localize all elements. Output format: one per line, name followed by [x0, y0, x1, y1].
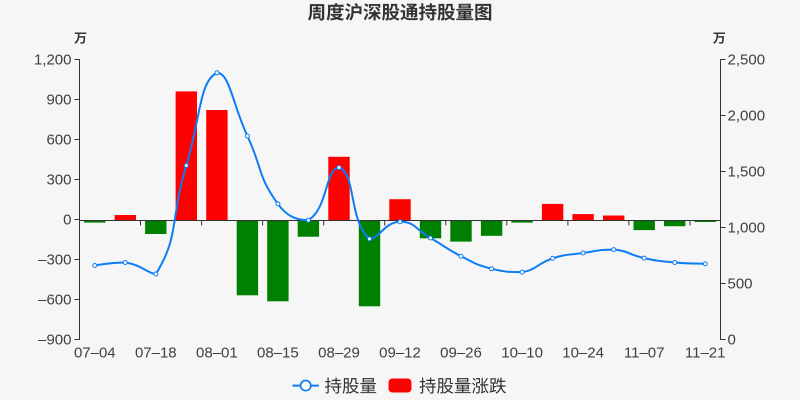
svg-text:08–29: 08–29 [318, 345, 360, 362]
svg-text:1,200: 1,200 [34, 51, 72, 68]
svg-text:300: 300 [46, 171, 71, 188]
svg-text:900: 900 [46, 91, 71, 108]
svg-text:1,500: 1,500 [728, 163, 766, 180]
svg-text:0: 0 [728, 331, 736, 348]
svg-text:0: 0 [63, 211, 71, 228]
svg-text:09–12: 09–12 [379, 345, 421, 362]
svg-text:11–21: 11–21 [685, 345, 726, 362]
svg-text:–600: –600 [38, 291, 71, 308]
svg-text:11–07: 11–07 [624, 345, 665, 362]
svg-text:500: 500 [728, 275, 753, 292]
svg-text:600: 600 [46, 131, 71, 148]
svg-text:–300: –300 [38, 251, 71, 268]
svg-text:08–01: 08–01 [196, 345, 238, 362]
svg-text:–900: –900 [38, 331, 71, 348]
svg-text:07–04: 07–04 [74, 345, 116, 362]
svg-text:10–24: 10–24 [562, 345, 604, 362]
svg-text:10–10: 10–10 [501, 345, 543, 362]
svg-text:2,000: 2,000 [728, 107, 766, 124]
svg-text:09–26: 09–26 [440, 345, 482, 362]
svg-text:2,500: 2,500 [728, 51, 766, 68]
svg-text:1,000: 1,000 [728, 219, 766, 236]
svg-text:07–18: 07–18 [135, 345, 177, 362]
svg-text:08–15: 08–15 [257, 345, 299, 362]
